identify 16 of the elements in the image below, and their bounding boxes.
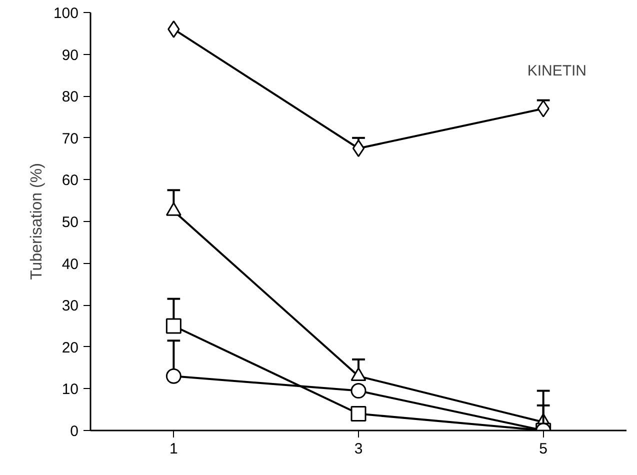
annotation: KINETIN (527, 62, 587, 80)
y-tick-label: 100 (53, 5, 79, 22)
x-tick-label: 1 (170, 440, 178, 458)
y-axis-title: Tuberisation (%) (28, 163, 46, 280)
y-tick-label: 20 (62, 339, 79, 356)
y-tick-label: 80 (62, 88, 79, 106)
y-tick-label: 60 (62, 172, 79, 190)
y-tick-label: 70 (62, 130, 79, 148)
y-tick-label: 50 (62, 214, 79, 231)
x-tick-label: 3 (354, 440, 363, 458)
x-tick-label: 5 (539, 440, 548, 458)
y-tick-label: 90 (62, 46, 79, 64)
y-tick-label: 40 (62, 256, 79, 273)
y-tick-label: 0 (70, 423, 78, 440)
y-tick-label: 10 (62, 381, 79, 398)
y-tick-label: 30 (62, 298, 79, 315)
